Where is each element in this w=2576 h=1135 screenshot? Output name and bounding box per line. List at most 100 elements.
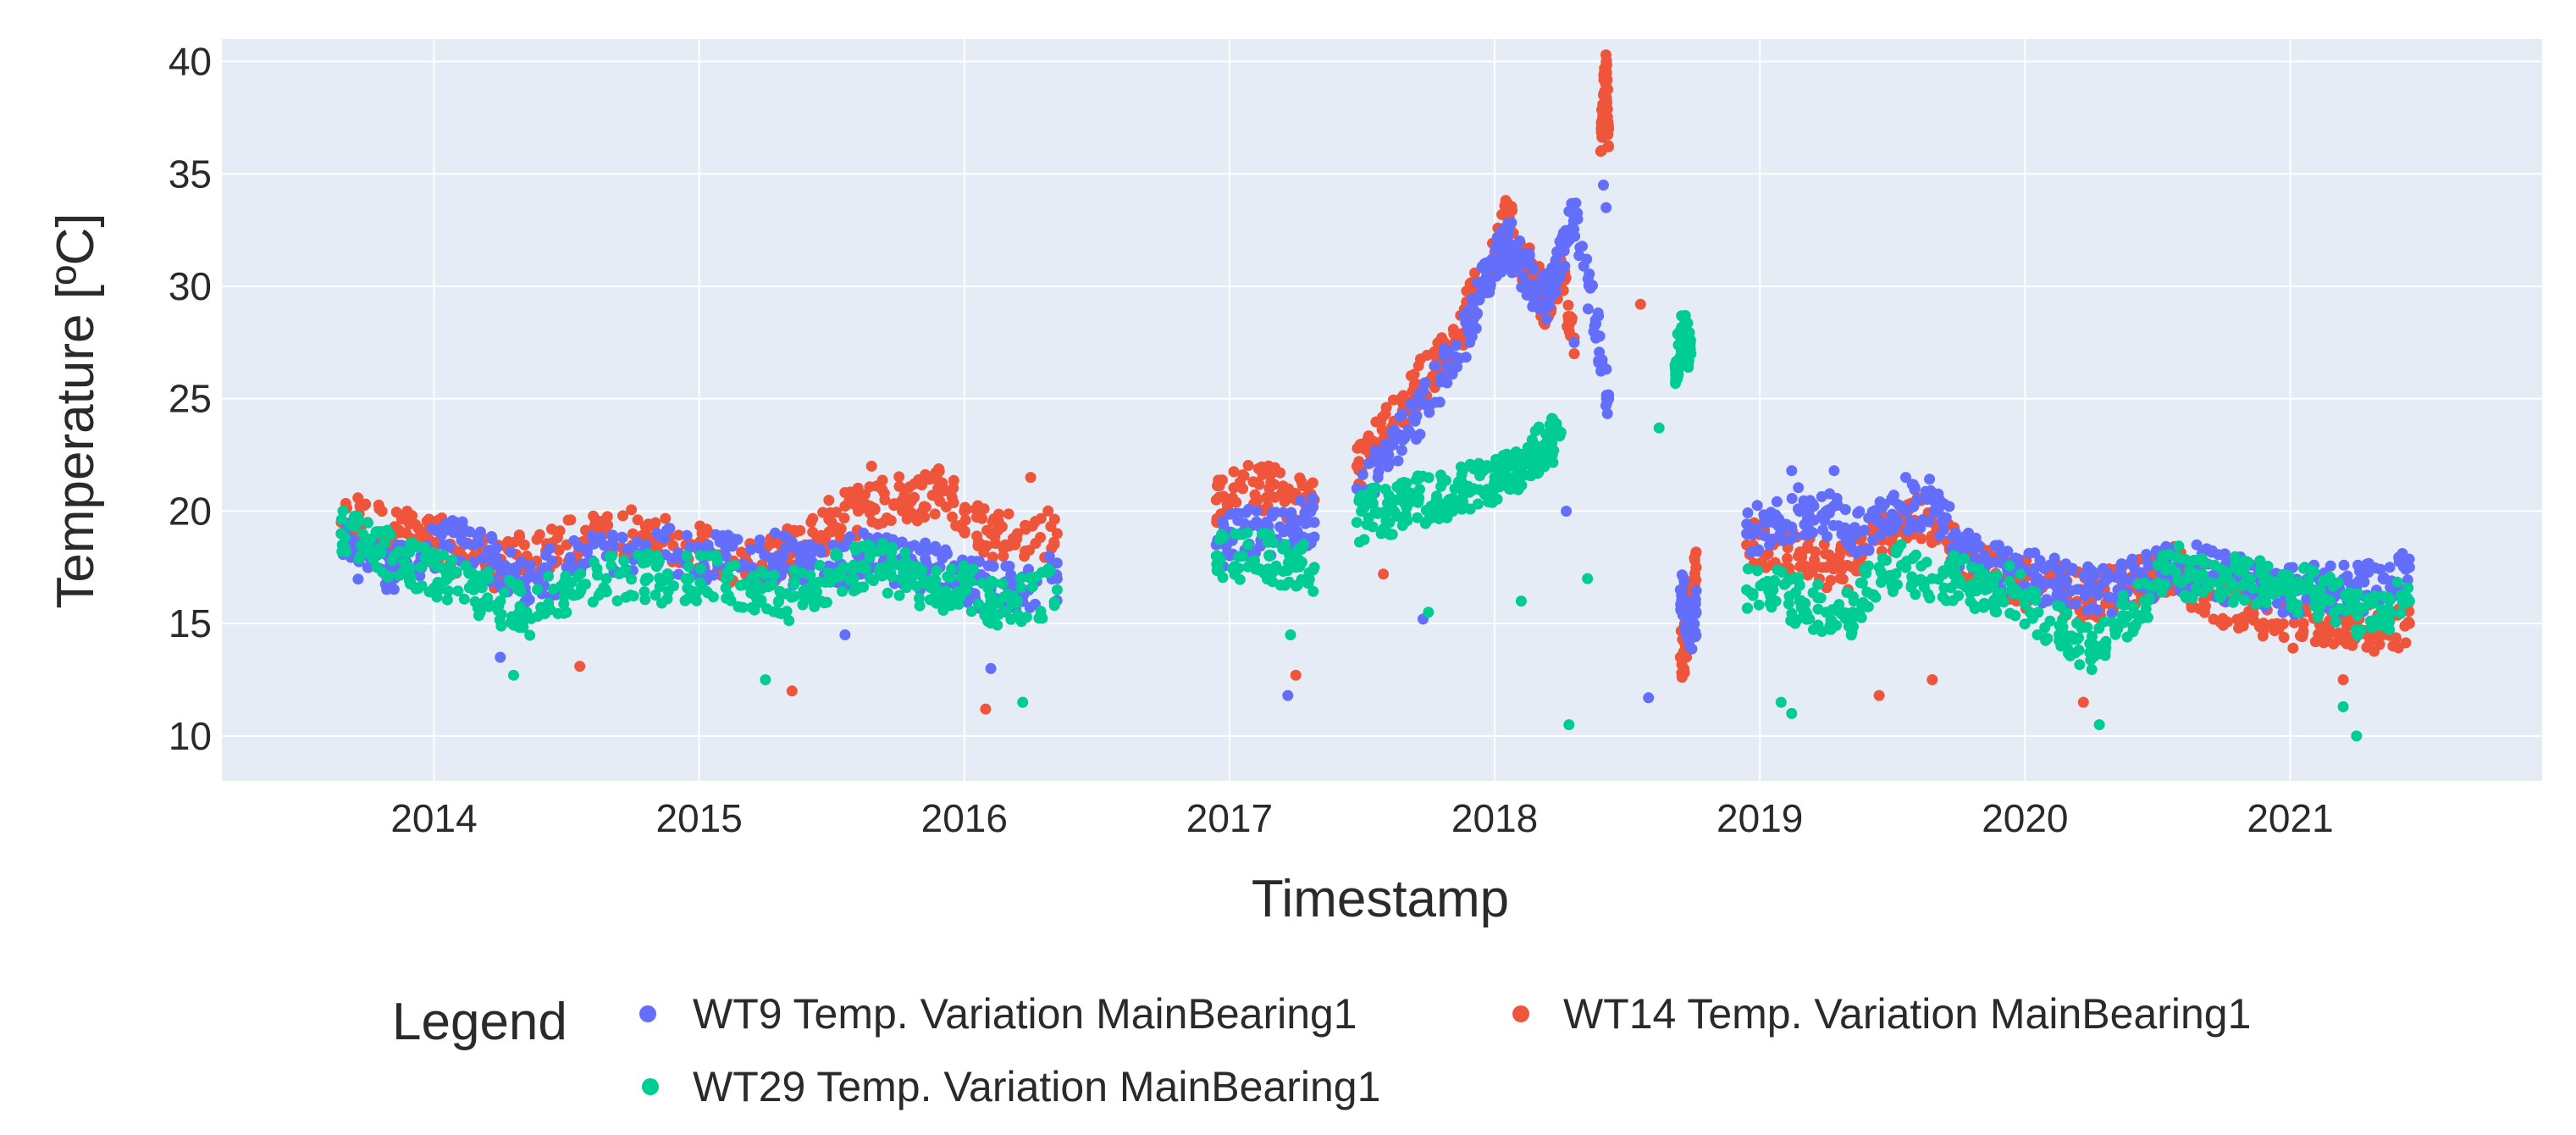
data-point-fill <box>1526 261 1538 272</box>
data-point-fill <box>620 591 632 603</box>
data-point-fill <box>874 562 886 574</box>
data-point-fill <box>696 528 708 540</box>
data-point-fill <box>1859 524 1871 536</box>
data-point-fill <box>1042 505 1054 517</box>
data-point-fill <box>2152 559 2164 571</box>
data-point-fill <box>2100 635 2112 647</box>
data-point-fill <box>978 546 990 558</box>
data-point-fill <box>1211 558 1223 570</box>
data-point-fill <box>1435 480 1447 492</box>
data-point-fill <box>1824 488 1836 500</box>
data-point-fill <box>2141 549 2153 560</box>
data-point-fill <box>1460 352 1472 363</box>
data-point-fill <box>1758 509 1770 521</box>
data-point-fill <box>1770 595 1782 607</box>
data-point-fill <box>1296 573 1307 585</box>
data-point-fill <box>1582 303 1594 315</box>
data-point-fill <box>1464 503 1476 515</box>
x-tick-label: 2019 <box>1716 796 1803 840</box>
data-point-fill <box>1261 491 1273 503</box>
data-point-fill <box>1548 445 1560 457</box>
outlier-point <box>1600 202 1612 213</box>
data-point-fill <box>2116 598 2128 610</box>
data-point-fill <box>2009 610 2021 622</box>
data-point-fill <box>1375 528 1387 540</box>
data-point-fill <box>654 573 666 584</box>
data-point-fill <box>1493 464 1505 476</box>
data-point-fill <box>1886 508 1898 520</box>
data-point-fill <box>1451 340 1462 352</box>
data-point-fill <box>1396 408 1408 420</box>
data-point-fill <box>1369 445 1381 457</box>
x-tick-label: 2015 <box>655 796 742 840</box>
data-point-fill <box>915 569 926 581</box>
data-point-fill <box>1042 563 1054 575</box>
data-point-fill <box>1218 490 1230 502</box>
data-point-fill <box>807 512 819 524</box>
y-axis-ticks: 10 15 20 25 30 35 40 <box>169 40 212 758</box>
data-point-fill <box>563 585 575 597</box>
data-point-fill <box>777 550 789 562</box>
data-point-fill <box>1847 561 1859 573</box>
data-point-fill <box>1563 206 1575 217</box>
legend-item-wt29[interactable]: WT29 Temp. Variation MainBearing1 <box>642 1063 1380 1110</box>
legend-item-wt9[interactable]: WT9 Temp. Variation MainBearing1 <box>639 990 1357 1038</box>
data-point-fill <box>1024 572 1036 584</box>
data-point-fill <box>444 562 456 574</box>
data-point-fill <box>1370 482 1382 494</box>
data-point-fill <box>694 550 706 562</box>
data-point-fill <box>2273 623 2285 634</box>
data-point-fill <box>2087 601 2099 613</box>
data-point-fill <box>1981 571 1993 583</box>
data-point-fill <box>1446 502 1457 514</box>
data-point-fill <box>508 619 520 631</box>
outlier-point <box>2337 674 2349 685</box>
data-point-fill <box>345 519 357 531</box>
data-point-fill <box>1467 302 1479 313</box>
data-point-fill <box>517 622 529 634</box>
data-point-fill <box>694 563 706 575</box>
data-point-fill <box>1938 512 1949 523</box>
data-point-fill <box>660 512 672 524</box>
data-point-fill <box>2330 617 2341 628</box>
data-point-fill <box>1793 482 1805 494</box>
data-point-fill <box>1472 498 1484 510</box>
data-point-fill <box>1919 576 1931 588</box>
data-point-fill <box>1742 507 1754 518</box>
data-point-fill <box>1463 486 1475 498</box>
data-point-fill <box>2206 545 2218 556</box>
data-point-fill <box>2106 607 2118 619</box>
data-point-fill <box>694 577 706 589</box>
data-point-fill <box>831 507 843 518</box>
legend-item-wt14[interactable]: WT14 Temp. Variation MainBearing1 <box>1512 990 2251 1038</box>
outlier-point <box>839 629 851 640</box>
data-point-fill <box>703 550 715 562</box>
data-point-fill <box>1247 476 1259 488</box>
data-point <box>1568 348 1580 360</box>
data-point-fill <box>588 556 600 568</box>
data-point-fill <box>627 528 638 540</box>
data-point-fill <box>867 575 879 586</box>
data-point-fill <box>1263 529 1275 540</box>
data-point-fill <box>601 511 613 523</box>
data-point-fill <box>565 514 577 526</box>
data-point-fill <box>691 595 702 606</box>
data-point-fill <box>1396 445 1407 457</box>
data-point-fill <box>1481 270 1492 282</box>
data-point-fill <box>1998 596 2009 608</box>
data-point-fill <box>814 560 826 571</box>
outlier-point <box>2351 730 2363 742</box>
data-point-fill <box>1760 562 1772 573</box>
data-point-fill <box>855 497 867 509</box>
data-point-fill <box>1296 556 1307 568</box>
data-point-fill <box>1690 562 1702 573</box>
data-point-fill <box>2219 586 2231 598</box>
data-point-fill <box>1781 518 1793 530</box>
data-point-fill <box>499 587 511 598</box>
data-point-fill <box>1484 279 1496 291</box>
data-point-fill <box>1502 217 1514 229</box>
data-point-fill <box>438 550 450 561</box>
data-point-fill <box>486 533 498 545</box>
data-point-fill <box>953 599 965 610</box>
data-point-fill <box>2135 567 2147 579</box>
